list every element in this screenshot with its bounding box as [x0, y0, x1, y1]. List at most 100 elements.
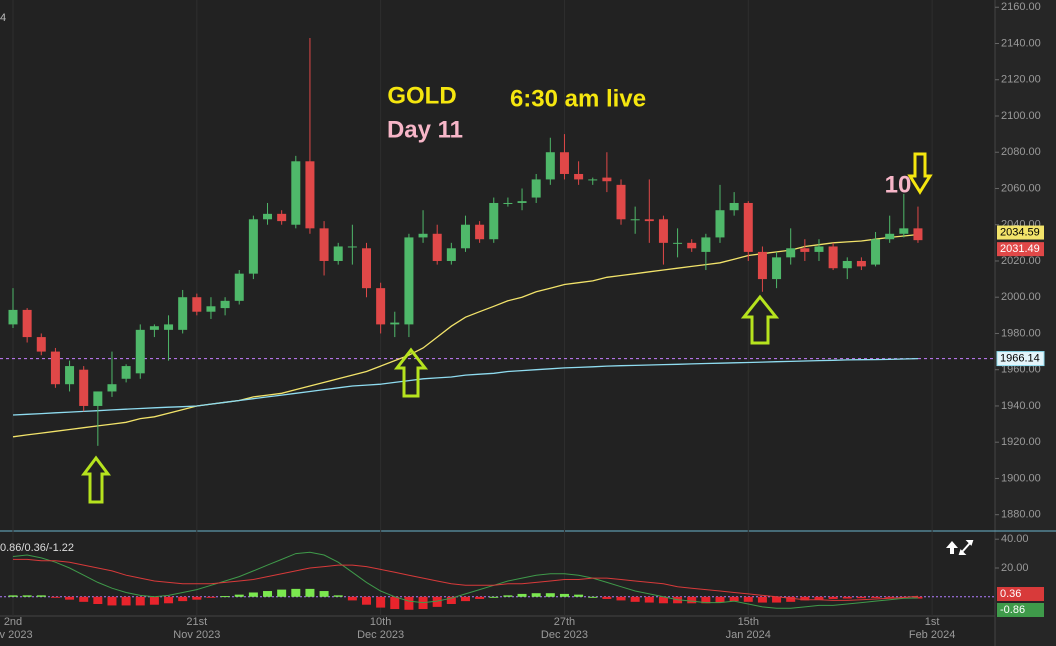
histogram-bar [291, 588, 301, 597]
annotation: GOLD [387, 82, 456, 109]
histogram-bar [715, 596, 725, 603]
candle-body [658, 219, 668, 243]
x-tick-label: Nov 2023 [173, 629, 220, 641]
price-box-label: 0.36 [1000, 588, 1021, 600]
icon-up[interactable] [946, 541, 958, 554]
candle-body [772, 257, 782, 280]
histogram-bar [178, 596, 188, 602]
candle-body [856, 260, 866, 267]
candle-body [757, 251, 767, 280]
candle-body [814, 246, 824, 252]
histogram-bar [475, 596, 485, 599]
candle-body [743, 202, 753, 252]
icon-expand[interactable] [958, 540, 974, 555]
price-box [997, 242, 1044, 257]
candle-body [291, 161, 301, 225]
histogram-bar [658, 596, 668, 604]
arrows [81, 152, 933, 504]
y-tick-label: 1900.00 [1001, 472, 1041, 484]
candle-body [22, 309, 32, 338]
price-box [997, 603, 1044, 617]
histogram-bar [856, 596, 866, 599]
candle-body [871, 239, 881, 265]
histogram-bar [885, 596, 895, 598]
candle-body [347, 246, 357, 248]
histogram-bar [135, 596, 145, 606]
x-tick-label: 15th [738, 616, 759, 628]
candle-body [192, 297, 202, 312]
x-tick-label: ov 2023 [0, 629, 33, 641]
histogram-bar [687, 596, 697, 604]
histogram-bar [50, 596, 60, 598]
price-box [997, 225, 1044, 240]
x-tick-label: 2nd [4, 616, 22, 628]
histogram-bar [432, 596, 442, 607]
histogram-bar [347, 596, 357, 601]
histogram-bar [107, 596, 117, 606]
histogram-bar [772, 596, 782, 603]
candle-body [503, 202, 513, 204]
histogram-bar [376, 596, 386, 608]
candle-body [277, 213, 287, 222]
histogram-bar [362, 596, 371, 605]
candle-body [715, 210, 725, 238]
histogram-bar [842, 596, 852, 599]
line [12, 233, 919, 438]
price-axis-bg [995, 0, 1056, 646]
histogram-bar [574, 594, 584, 597]
histogram-bar [149, 596, 159, 605]
y-tick-label: 2120.00 [1001, 74, 1041, 86]
candle-body [248, 219, 258, 274]
histogram-bar [588, 596, 598, 598]
up-arrow [740, 294, 780, 345]
candle-body [333, 246, 343, 261]
histogram-bar [630, 596, 640, 602]
line [12, 357, 919, 416]
annotation: 10 [885, 171, 912, 198]
candle-body [616, 184, 626, 220]
candle-body [842, 260, 852, 269]
candle-body [93, 391, 103, 406]
y-tick-label: 1960.00 [1001, 364, 1041, 376]
candle-body [418, 233, 428, 238]
candle-body [50, 351, 60, 385]
y-tick-label: 2080.00 [1001, 146, 1041, 158]
candle-body [362, 248, 371, 289]
candle-body [644, 219, 654, 222]
histogram-bar [192, 596, 202, 600]
price-box-label: 1966.14 [1000, 352, 1040, 364]
histogram-bar [22, 595, 32, 597]
line [12, 551, 919, 609]
histogram-bar [36, 595, 46, 597]
candle-body [178, 297, 188, 330]
candle-body [673, 242, 683, 244]
x-tick-label: Dec 2023 [541, 629, 588, 641]
candle-body [164, 324, 174, 330]
candle-body [8, 309, 18, 325]
x-tick-label: 1st [925, 616, 940, 628]
annotation: Day 11 [387, 116, 463, 143]
y-tick-label: 2000.00 [1001, 291, 1041, 303]
y-tick-label: 1980.00 [1001, 327, 1041, 339]
candle-body [545, 152, 555, 180]
candle-body [135, 329, 145, 374]
candle-body [899, 228, 909, 234]
histogram-bar [503, 595, 513, 597]
candle-body [800, 248, 810, 252]
histogram-bar [263, 591, 273, 597]
pane-icons [946, 540, 974, 555]
x-tick-label: Dec 2023 [357, 629, 404, 641]
x-tick-label: Jan 2024 [726, 629, 771, 641]
histogram-bar [460, 596, 470, 602]
histogram-bar [446, 596, 456, 604]
up-arrow [393, 347, 429, 398]
x-tick-label: Feb 2024 [909, 629, 955, 641]
y-tick-label: 2060.00 [1001, 182, 1041, 194]
plot [8, 38, 923, 610]
y-tick-label: 1920.00 [1001, 436, 1041, 448]
histogram-bar [871, 596, 881, 598]
histogram-bar [786, 596, 796, 602]
candle-body [121, 366, 131, 379]
histogram-bar [559, 593, 569, 597]
